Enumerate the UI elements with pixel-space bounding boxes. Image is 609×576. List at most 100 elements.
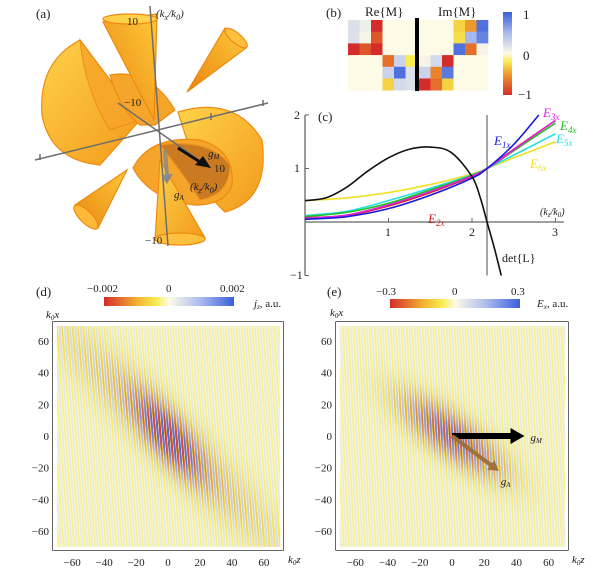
re-cell — [405, 31, 418, 44]
y-tick-neg1: −1 — [290, 268, 303, 280]
im-cell — [430, 78, 443, 91]
re-cell — [394, 20, 406, 32]
im-cell — [442, 31, 454, 44]
im-cell — [419, 78, 431, 91]
im-cell — [476, 66, 489, 79]
x-tick-label: 0 — [165, 557, 171, 569]
im-cell — [476, 55, 489, 68]
x-tick-3: 3 — [552, 225, 558, 239]
tick-neg-10: −10 — [124, 97, 142, 109]
colorbar-b-tick-1: 1 — [523, 7, 530, 22]
colorbar-b-tick-0: 0 — [523, 48, 530, 63]
im-cell — [419, 55, 431, 68]
E6x-label: E6x — [529, 156, 546, 173]
re-m-title: Re{M} — [365, 4, 403, 19]
panel-d-current-map: (d) −0.002 0 0.002 jz, a.u. k0x k0z −60 −… — [32, 283, 302, 569]
y-axis-label-e: k0x — [330, 307, 343, 320]
im-cell — [476, 78, 489, 91]
im-cell — [442, 55, 454, 68]
re-cell — [405, 55, 418, 68]
x-tick-label: −40 — [379, 557, 397, 569]
re-cell — [382, 55, 395, 68]
x-tick-label: 20 — [194, 557, 206, 569]
y-tick-label: 0 — [44, 431, 50, 443]
series-e2x — [304, 119, 556, 219]
colorbar-d-zero: 0 — [166, 283, 172, 295]
colorbar-d-quantity: jz, a.u. — [252, 298, 281, 311]
im-cell — [430, 43, 443, 56]
arrowhead — [510, 428, 525, 444]
matrix-divider — [415, 18, 419, 91]
x-tick-label: 20 — [479, 557, 491, 569]
y-tick-2: 2 — [294, 108, 300, 122]
re-cell — [359, 20, 372, 32]
re-cell — [371, 20, 383, 32]
re-cell — [405, 78, 418, 91]
im-cell — [453, 20, 466, 32]
axes — [34, 5, 269, 247]
x-tick-1: 1 — [385, 225, 391, 239]
im-cell — [419, 31, 431, 44]
im-cell — [453, 43, 466, 56]
x-tick-label: 60 — [258, 557, 270, 569]
gA-label: gA — [174, 189, 185, 202]
panel-e-label: (e) — [327, 284, 341, 299]
panel-a-3d-surface: (a) (kx/k0) 10 −10 10 −10 (kz/k0) gM gA — [34, 5, 269, 247]
re-cell — [394, 31, 406, 44]
re-cell — [394, 66, 406, 79]
group-velocity-arrows: gM gA — [450, 428, 543, 489]
kx-axis-label: (kx/k0) — [156, 8, 184, 22]
x-tick-label: −40 — [96, 557, 114, 569]
series-e5x — [304, 133, 556, 217]
colorbar-b — [503, 12, 512, 95]
panel-a-label: (a) — [36, 6, 50, 21]
im-cell — [442, 66, 454, 79]
colorbar-d — [104, 297, 234, 306]
series-detl — [304, 146, 503, 276]
re-cell — [348, 43, 360, 56]
im-cell — [476, 43, 489, 56]
y-tick-label: 40 — [321, 368, 333, 380]
im-cell — [442, 43, 454, 56]
im-cell — [419, 20, 431, 32]
gM-arrowhead — [195, 156, 211, 168]
kz-axis-label: (kz/k0) — [190, 181, 218, 195]
y-tick-label: 40 — [38, 368, 50, 380]
re-cell — [382, 66, 395, 79]
re-cell — [382, 31, 395, 44]
E1x-label: E1x — [493, 133, 510, 150]
kx-axis — [149, 5, 169, 247]
im-cell — [442, 20, 454, 32]
E3x-label: E3x — [542, 105, 559, 122]
x-tick-label: 40 — [226, 557, 238, 569]
x-tick-label: 60 — [543, 557, 555, 569]
series-e1x — [304, 114, 540, 221]
x-tick-label: 40 — [511, 557, 523, 569]
re-cell — [394, 43, 406, 56]
x-tick-label: −60 — [64, 557, 82, 569]
re-cell — [394, 78, 406, 91]
gM-arrow — [177, 146, 201, 164]
re-cell — [405, 66, 418, 79]
re-cell — [382, 43, 395, 56]
kz-tick-10: 10 — [214, 163, 226, 175]
colorbar-d-max: 0.002 — [220, 283, 245, 295]
y-tick-label: −40 — [315, 494, 333, 506]
colorbar-e-max: 0.3 — [511, 286, 525, 298]
re-cell — [371, 78, 383, 91]
im-cell — [430, 55, 443, 68]
y-tick-label: −60 — [32, 526, 50, 538]
panel-b-label: (b) — [326, 5, 341, 20]
x-tick-2: 2 — [469, 225, 475, 239]
y-tick-label: −20 — [315, 463, 333, 475]
series-e3x — [304, 119, 556, 220]
x-tick-label: −20 — [127, 557, 145, 569]
colorbar-b-tick-neg1: −1 — [518, 87, 532, 102]
re-cell — [371, 55, 383, 68]
panel-c-label: (c) — [318, 109, 332, 124]
colorbar-e-zero: 0 — [452, 286, 458, 298]
im-cell — [465, 31, 477, 44]
re-cell — [371, 66, 383, 79]
y-tick-1: 1 — [294, 161, 300, 175]
